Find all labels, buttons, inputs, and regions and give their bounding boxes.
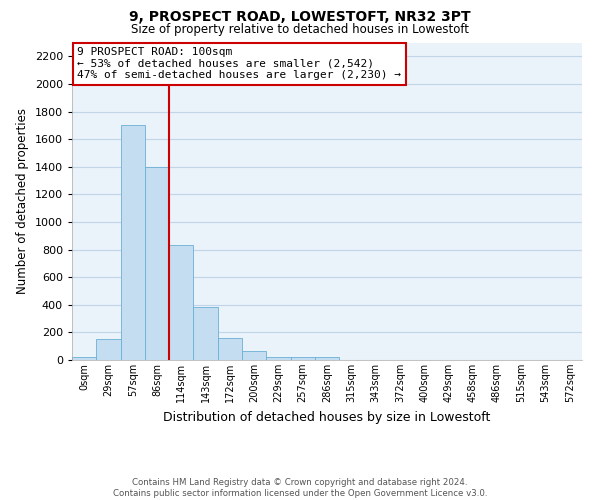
Text: 9, PROSPECT ROAD, LOWESTOFT, NR32 3PT: 9, PROSPECT ROAD, LOWESTOFT, NR32 3PT <box>129 10 471 24</box>
Bar <box>218 338 242 360</box>
Bar <box>121 126 145 360</box>
Y-axis label: Number of detached properties: Number of detached properties <box>16 108 29 294</box>
Bar <box>266 356 290 360</box>
Bar <box>315 357 339 360</box>
Text: Contains HM Land Registry data © Crown copyright and database right 2024.
Contai: Contains HM Land Registry data © Crown c… <box>113 478 487 498</box>
Bar <box>242 351 266 360</box>
Bar <box>290 357 315 360</box>
Bar <box>72 357 96 360</box>
Text: Size of property relative to detached houses in Lowestoft: Size of property relative to detached ho… <box>131 22 469 36</box>
Bar <box>193 307 218 360</box>
Bar <box>96 338 121 360</box>
X-axis label: Distribution of detached houses by size in Lowestoft: Distribution of detached houses by size … <box>163 410 491 424</box>
Text: 9 PROSPECT ROAD: 100sqm
← 53% of detached houses are smaller (2,542)
47% of semi: 9 PROSPECT ROAD: 100sqm ← 53% of detache… <box>77 48 401 80</box>
Bar <box>169 246 193 360</box>
Bar <box>145 166 169 360</box>
